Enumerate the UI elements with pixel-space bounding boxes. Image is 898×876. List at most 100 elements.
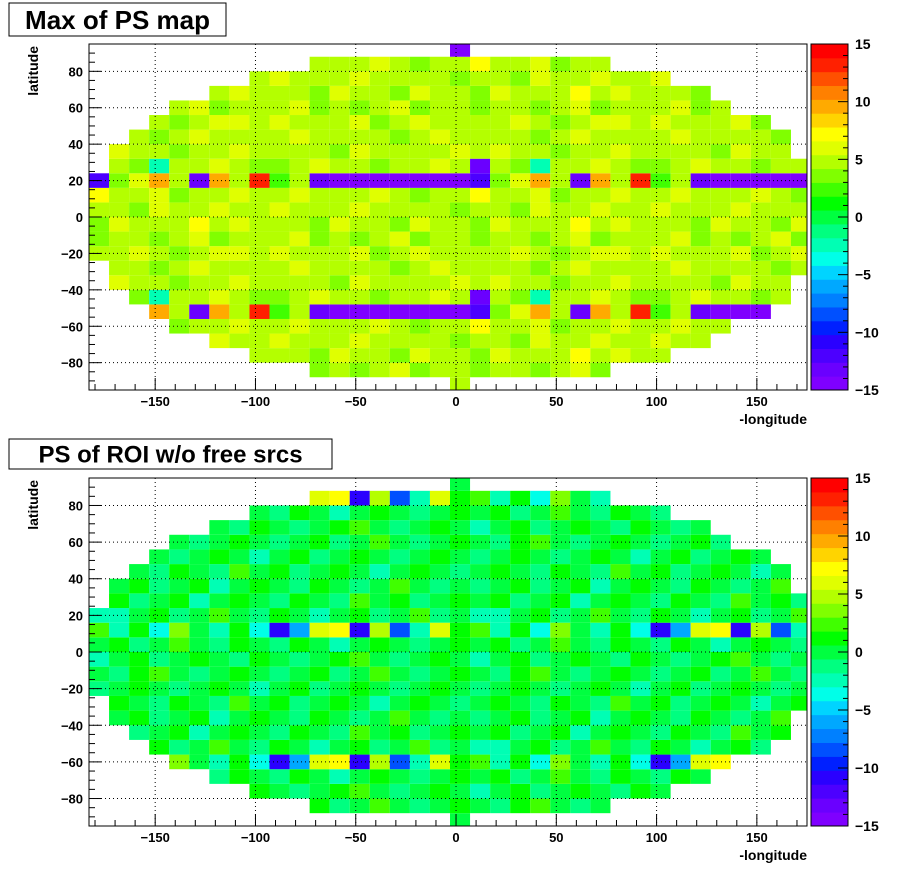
heatmap-cell <box>730 725 751 740</box>
heatmap-cell <box>450 710 471 726</box>
heatmap-cell <box>369 695 390 711</box>
heatmap-cell <box>369 246 390 261</box>
heatmap-cell <box>450 202 471 217</box>
heatmap-cell <box>690 289 711 305</box>
heatmap-cell <box>630 710 651 726</box>
heatmap-cell <box>670 681 691 696</box>
heatmap-cell <box>470 754 491 770</box>
heatmap-cell <box>149 695 170 711</box>
heatmap-cell <box>690 115 711 130</box>
heatmap-cell <box>189 578 210 594</box>
heatmap-cell <box>530 85 551 101</box>
heatmap-cell <box>530 289 551 305</box>
heatmap-cell <box>369 490 390 506</box>
heatmap-cell <box>490 129 511 145</box>
heatmap-cell <box>369 289 390 305</box>
heatmap-cell <box>690 246 711 261</box>
heatmap-cell <box>550 56 571 72</box>
heatmap-cell <box>309 202 330 217</box>
heatmap-cell <box>409 231 430 247</box>
heatmap-cell <box>309 85 330 101</box>
heatmap-cell <box>750 158 771 174</box>
heatmap-cell <box>510 144 531 159</box>
heatmap-cell <box>269 100 290 116</box>
heatmap-cell <box>329 637 350 652</box>
heatmap-cell <box>409 173 430 188</box>
heatmap-cell <box>470 275 491 290</box>
color-scale-segment <box>811 362 848 377</box>
heatmap-cell <box>389 608 410 623</box>
heatmap-cell <box>630 783 651 799</box>
heatmap-cell <box>269 739 290 755</box>
heatmap-cell <box>490 100 511 116</box>
heatmap-cell <box>109 158 130 174</box>
heatmap-cell <box>149 608 170 623</box>
heatmap-cell <box>510 637 531 652</box>
heatmap-cell <box>470 158 491 174</box>
heatmap-cell <box>409 275 430 290</box>
heatmap-cell <box>510 100 531 116</box>
heatmap-cell <box>149 593 170 609</box>
heatmap-cell <box>650 593 671 609</box>
heatmap-cell <box>249 289 270 305</box>
heatmap-cell <box>429 289 451 305</box>
heatmap-cell <box>409 202 430 217</box>
heatmap-cell <box>590 304 611 319</box>
heatmap-cell <box>790 608 807 623</box>
heatmap-cell <box>409 85 430 101</box>
heatmap-cell <box>630 144 651 159</box>
heatmap-cell <box>490 362 511 378</box>
heatmap-cell <box>309 769 330 784</box>
heatmap-cell <box>550 231 571 247</box>
heatmap-cell <box>109 260 130 276</box>
heatmap-cell <box>590 754 611 770</box>
heatmap-cell <box>470 85 491 101</box>
heatmap-cell <box>450 115 471 130</box>
heatmap-cell <box>249 158 270 174</box>
heatmap-cell <box>429 769 451 784</box>
heatmap-cell <box>289 115 310 130</box>
heatmap-cell <box>510 71 531 86</box>
heatmap-cell <box>329 173 350 188</box>
heatmap-cell <box>309 246 330 261</box>
heatmap-cell <box>329 769 350 784</box>
heatmap-cell <box>229 173 250 188</box>
heatmap-cell <box>369 158 390 174</box>
heatmap-cell <box>169 710 190 726</box>
heatmap-cell <box>149 115 170 130</box>
color-scale-segment <box>811 237 848 253</box>
heatmap-cell <box>630 304 651 319</box>
heatmap-cell <box>429 304 451 319</box>
heatmap-cell <box>690 739 711 755</box>
heatmap-cell <box>650 710 671 726</box>
heatmap-cell <box>590 666 611 682</box>
heatmap-cell <box>470 695 491 711</box>
heatmap-cell <box>429 173 451 188</box>
heatmap-cell <box>329 333 350 349</box>
heatmap-cell <box>610 289 631 305</box>
heatmap-cell <box>329 666 350 682</box>
heatmap-cell <box>530 202 551 217</box>
heatmap-cell <box>470 129 491 145</box>
heatmap-cell <box>630 754 651 770</box>
heatmap-cell <box>209 158 230 174</box>
heatmap-cell <box>409 490 430 506</box>
heatmap-cell <box>329 115 350 130</box>
heatmap-cell <box>450 695 471 711</box>
heatmap-cell <box>189 217 210 232</box>
y-tick-label: −20 <box>61 682 83 697</box>
heatmap-cell <box>269 534 290 550</box>
x-ticks <box>94 378 798 390</box>
heatmap-cell <box>450 362 471 378</box>
heatmap-cell <box>349 304 370 319</box>
heatmap-cell <box>269 695 290 711</box>
heatmap-cell <box>289 304 310 319</box>
heatmap-cell <box>169 158 190 174</box>
heatmap-cell <box>269 246 290 261</box>
color-scale-segment <box>811 756 848 771</box>
heatmap-cell <box>169 593 190 609</box>
heatmap-cell <box>530 158 551 174</box>
heatmap-cell <box>109 202 130 217</box>
heatmap-cell <box>189 115 210 130</box>
heatmap-cell <box>169 754 190 770</box>
